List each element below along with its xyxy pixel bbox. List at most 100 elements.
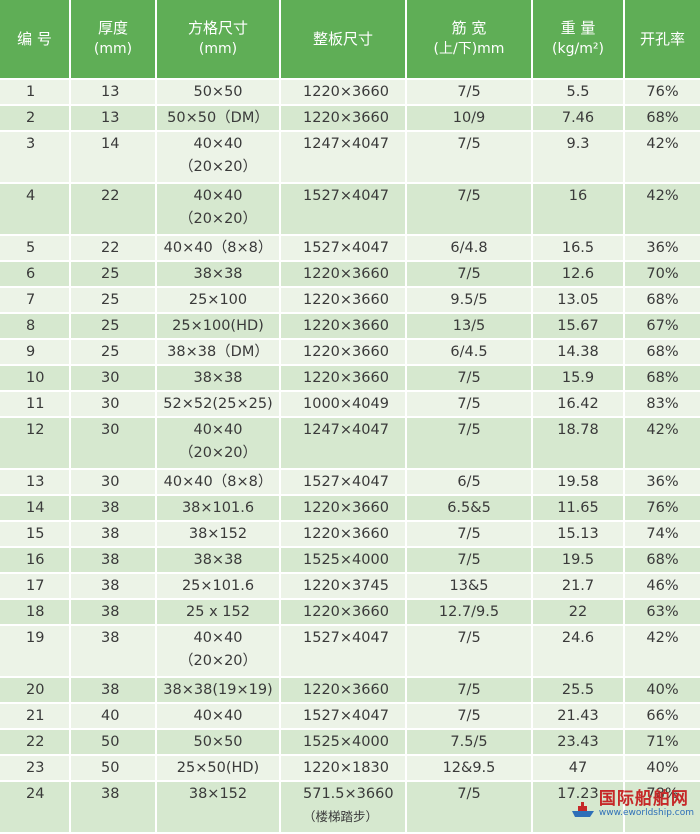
cell-grid-size: 25×100(HD) <box>156 313 281 340</box>
table-row: 6 25 38×38 1220×3660 7/5 12.6 70% <box>0 261 700 288</box>
cell-number: 18 <box>0 599 71 626</box>
cell-open-rate: 36% <box>624 235 700 262</box>
cell-weight: 14.38 <box>532 339 625 366</box>
cell-weight: 16.5 <box>532 235 625 262</box>
cell-line: 25 x 152 <box>186 604 250 620</box>
cell-rib-width: 9.5/5 <box>406 287 533 314</box>
cell-thickness: 38 <box>70 521 157 548</box>
cell-number: 11 <box>0 391 71 418</box>
cell-number: 8 <box>0 313 71 340</box>
cell-line: 40×40（8×8） <box>163 240 273 256</box>
cell-number: 7 <box>0 287 71 314</box>
cell-rib-width: 6/4.8 <box>406 235 533 262</box>
cell-rib-width: 7/5 <box>406 781 533 834</box>
cell-line: （20×20） <box>178 653 258 669</box>
cell-rib-width: 7/5 <box>406 703 533 730</box>
cell-weight: 16 <box>532 183 625 236</box>
cell-weight: 21.43 <box>532 703 625 730</box>
table-row: 18 38 25 x 152 1220×3660 12.7/9.5 22 63% <box>0 599 700 626</box>
cell-thickness: 38 <box>70 781 157 834</box>
cell-weight: 18.78 <box>532 417 625 470</box>
cell-panel-size: 1220×3660 <box>280 261 407 288</box>
cell-line: 1220×3660 <box>303 318 389 334</box>
cell-number: 12 <box>0 417 71 470</box>
cell-weight: 22 <box>532 599 625 626</box>
cell-line: 25×100(HD) <box>172 318 264 334</box>
cell-line: 1527×4047 <box>303 240 389 256</box>
cell-line: 52×52(25×25) <box>163 396 273 412</box>
cell-panel-size: 1525×4000 <box>280 729 407 756</box>
cell-thickness: 25 <box>70 313 157 340</box>
cell-line: 40×40 <box>193 708 243 724</box>
cell-weight: 21.7 <box>532 573 625 600</box>
table-row: 14 38 38×101.6 1220×3660 6.5&5 11.65 76% <box>0 495 700 522</box>
cell-grid-size: 40×40 <box>156 703 281 730</box>
cell-panel-size: 1247×4047 <box>280 131 407 184</box>
cell-line: 1220×3660 <box>303 110 389 126</box>
cell-rib-width: 7/5 <box>406 79 533 106</box>
cell-line: 50×50（DM） <box>167 110 269 126</box>
cell-number: 4 <box>0 183 71 236</box>
cell-weight: 24.6 <box>532 625 625 678</box>
cell-panel-size: 1000×4049 <box>280 391 407 418</box>
table-row: 17 38 25×101.6 1220×3745 13&5 21.7 46% <box>0 573 700 600</box>
cell-line: 1527×4047 <box>303 474 389 490</box>
header-weight: 重 量 (kg/m²) <box>532 0 625 80</box>
cell-panel-size: 1220×3660 <box>280 495 407 522</box>
cell-line: 1220×3660 <box>303 604 389 620</box>
cell-line: 40×40 <box>193 422 243 438</box>
cell-panel-size: 1220×3660 <box>280 677 407 704</box>
cell-number: 2 <box>0 105 71 132</box>
cell-thickness: 25 <box>70 261 157 288</box>
cell-rib-width: 10/9 <box>406 105 533 132</box>
cell-number: 24 <box>0 781 71 834</box>
cell-line: （20×20） <box>178 159 258 175</box>
cell-line: 38×38 <box>193 370 243 386</box>
table-row: 22 50 50×50 1525×4000 7.5/5 23.43 71% <box>0 729 700 756</box>
cell-rib-width: 6.5&5 <box>406 495 533 522</box>
table-body: 1 13 50×50 1220×3660 7/5 5.5 76% 2 13 50×50（DM） 12… <box>0 79 700 834</box>
cell-line: 38×152 <box>188 526 248 542</box>
cell-thickness: 22 <box>70 235 157 262</box>
cell-weight: 7.46 <box>532 105 625 132</box>
cell-weight: 12.6 <box>532 261 625 288</box>
cell-thickness: 30 <box>70 391 157 418</box>
cell-line: 40×40 <box>193 188 243 204</box>
cell-grid-size: 38×152 <box>156 521 281 548</box>
cell-line: 1220×1830 <box>303 760 389 776</box>
cell-thickness: 38 <box>70 573 157 600</box>
cell-number: 5 <box>0 235 71 262</box>
cell-thickness: 30 <box>70 417 157 470</box>
table-row: 4 22 40×40 （20×20） 1527×4047 7/5 16 42% <box>0 183 700 236</box>
cell-weight: 25.5 <box>532 677 625 704</box>
table-row: 3 14 40×40 （20×20） 1247×4047 7/5 9.3 42% <box>0 131 700 184</box>
cell-thickness: 14 <box>70 131 157 184</box>
cell-grid-size: 38×101.6 <box>156 495 281 522</box>
cell-number: 15 <box>0 521 71 548</box>
table-row: 2 13 50×50（DM） 1220×3660 10/9 7.46 68% <box>0 105 700 132</box>
cell-rib-width: 12&9.5 <box>406 755 533 782</box>
cell-line: 38×101.6 <box>181 500 255 516</box>
cell-rib-width: 6/4.5 <box>406 339 533 366</box>
cell-open-rate: 68% <box>624 547 700 574</box>
cell-weight: 19.5 <box>532 547 625 574</box>
table-row: 7 25 25×100 1220×3660 9.5/5 13.05 68% <box>0 287 700 314</box>
cell-grid-size: 38×38(19×19) <box>156 677 281 704</box>
cell-open-rate: 71% <box>624 729 700 756</box>
cell-panel-size: 1527×4047 <box>280 469 407 496</box>
header-label: 厚度 <box>97 19 128 37</box>
header-label: 筋 宽 <box>451 19 487 37</box>
cell-open-rate: 42% <box>624 131 700 184</box>
cell-panel-size: 1220×1830 <box>280 755 407 782</box>
table-row: 12 30 40×40 （20×20） 1247×4047 7/5 18.78 42% <box>0 417 700 470</box>
cell-rib-width: 7/5 <box>406 391 533 418</box>
cell-weight: 16.42 <box>532 391 625 418</box>
cell-thickness: 22 <box>70 183 157 236</box>
cell-open-rate: 42% <box>624 417 700 470</box>
cell-panel-size: 1220×3660 <box>280 365 407 392</box>
cell-line: 1247×4047 <box>303 136 389 152</box>
cell-line: 1527×4047 <box>303 708 389 724</box>
cell-weight: 5.5 <box>532 79 625 106</box>
cell-line: 40×40（8×8） <box>163 474 273 490</box>
cell-rib-width: 7/5 <box>406 521 533 548</box>
